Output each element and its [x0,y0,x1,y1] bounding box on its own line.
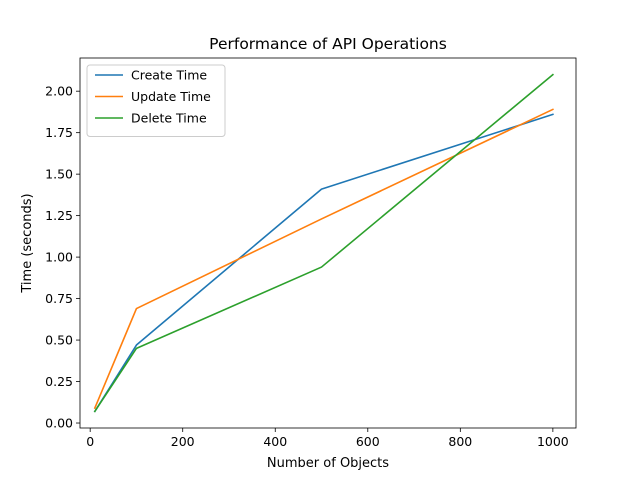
y-tick-label: 0.75 [45,291,73,306]
y-tick-label: 1.75 [45,125,73,140]
plot-area: 0 200 400 600 800 1000 0.00 0.25 0.50 0.75 1.00 1.2… [45,57,577,449]
chart-title: Performance of API Operations [209,35,447,53]
x-tick-label: 0 [86,434,94,449]
x-tick-label: 800 [448,434,472,449]
series-line-update-time [93,108,554,410]
legend-label-update-time: Update Time [131,89,211,104]
legend-label-delete-time: Delete Time [131,111,207,126]
y-tick-label: 1.25 [45,208,73,223]
x-tick-label: 1000 [537,434,569,449]
x-tick-label: 400 [263,434,287,449]
y-tick-label: 2.00 [45,84,73,99]
series-line-delete-time [93,73,554,413]
y-tick-label: 1.50 [45,167,73,182]
x-axis-label: Number of Objects [267,456,389,471]
legend-label-create-time: Create Time [131,68,207,83]
y-tick-label: 0.50 [45,333,73,348]
y-tick-label: 0.25 [45,374,73,389]
plot-frame [79,57,577,429]
y-tick-label: 0.00 [45,416,73,431]
y-axis-label: Time (seconds) [20,193,35,293]
x-tick-label: 200 [171,434,195,449]
x-tick-label: 600 [356,434,380,449]
y-tick-label: 1.00 [45,250,73,265]
series-line-create-time [93,113,554,413]
